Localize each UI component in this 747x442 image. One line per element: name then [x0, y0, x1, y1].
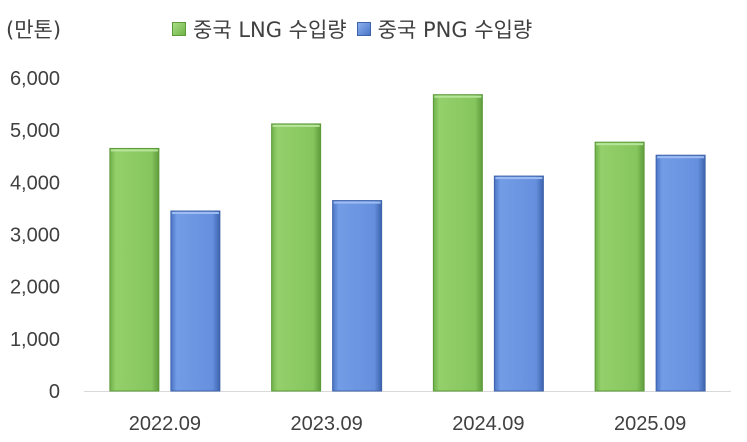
x-tick-label: 2023.09	[290, 413, 362, 435]
y-tick-label: 0	[49, 381, 60, 403]
legend-label-png: 중국 PNG 수입량	[377, 18, 533, 42]
legend-swatch-lng	[172, 22, 186, 36]
bar-png-2025.09	[655, 154, 706, 392]
bar-top-highlight	[596, 143, 644, 146]
x-tick-label: 2022.09	[129, 413, 201, 435]
bar-png-2023.09	[332, 200, 383, 392]
bar-top-highlight	[434, 95, 482, 98]
bar-png-2024.09	[493, 175, 544, 392]
y-axis-unit-label: (만톤)	[6, 18, 62, 42]
y-tick-label: 3,000	[10, 225, 60, 247]
bar-top-highlight	[171, 212, 219, 215]
x-axis-ticks: 2022.09 2023.09 2024.09 2025.09	[129, 413, 687, 435]
legend-label-lng: 중국 LNG 수입량	[193, 18, 347, 42]
legend-item-lng: 중국 LNG 수입량	[172, 14, 347, 44]
bar-lng-2024.09	[432, 94, 483, 392]
chart-legend: 중국 LNG 수입량 중국 PNG 수입량	[172, 14, 532, 44]
bar-lng-2023.09	[271, 123, 322, 392]
y-axis-ticks: 0 1,000 2,000 3,000 4,000 5,000 6,000	[10, 68, 60, 403]
y-tick-label: 4,000	[10, 172, 60, 194]
bar-top-highlight	[657, 156, 705, 159]
x-tick-label: 2025.09	[614, 413, 686, 435]
legend-item-png: 중국 PNG 수입량	[356, 14, 533, 44]
bar-lng-2025.09	[594, 141, 645, 392]
y-tick-label: 5,000	[10, 120, 60, 142]
y-tick-label: 6,000	[10, 68, 60, 90]
y-tick-label: 1,000	[10, 329, 60, 351]
bar-lng-2022.09	[109, 147, 160, 392]
x-tick-label: 2024.09	[452, 413, 524, 435]
y-tick-label: 2,000	[10, 277, 60, 299]
bar-top-highlight	[110, 149, 158, 152]
bar-top-highlight	[272, 124, 320, 127]
bar-top-highlight	[495, 177, 543, 180]
bar-png-2022.09	[170, 210, 221, 392]
bar-top-highlight	[333, 201, 381, 204]
bars-group	[109, 94, 706, 392]
legend-swatch-png	[356, 22, 371, 36]
